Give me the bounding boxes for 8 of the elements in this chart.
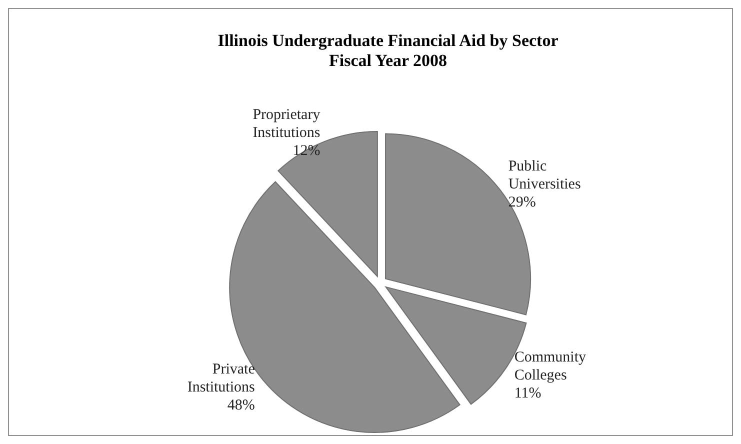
data-label: 29% (508, 194, 536, 210)
data-label: 48% (227, 398, 255, 414)
slice-label: Proprietary Institutions (252, 107, 321, 142)
data-label: 11% (514, 385, 542, 402)
chart-title: Illinois Undergraduate Financial Aid by Sector Fiscal Year 2008 (218, 31, 559, 70)
slice-label: Community Colleges (514, 349, 586, 384)
slice-label: Public Universities (508, 158, 581, 192)
slice-label: Private Institutions (187, 362, 256, 396)
